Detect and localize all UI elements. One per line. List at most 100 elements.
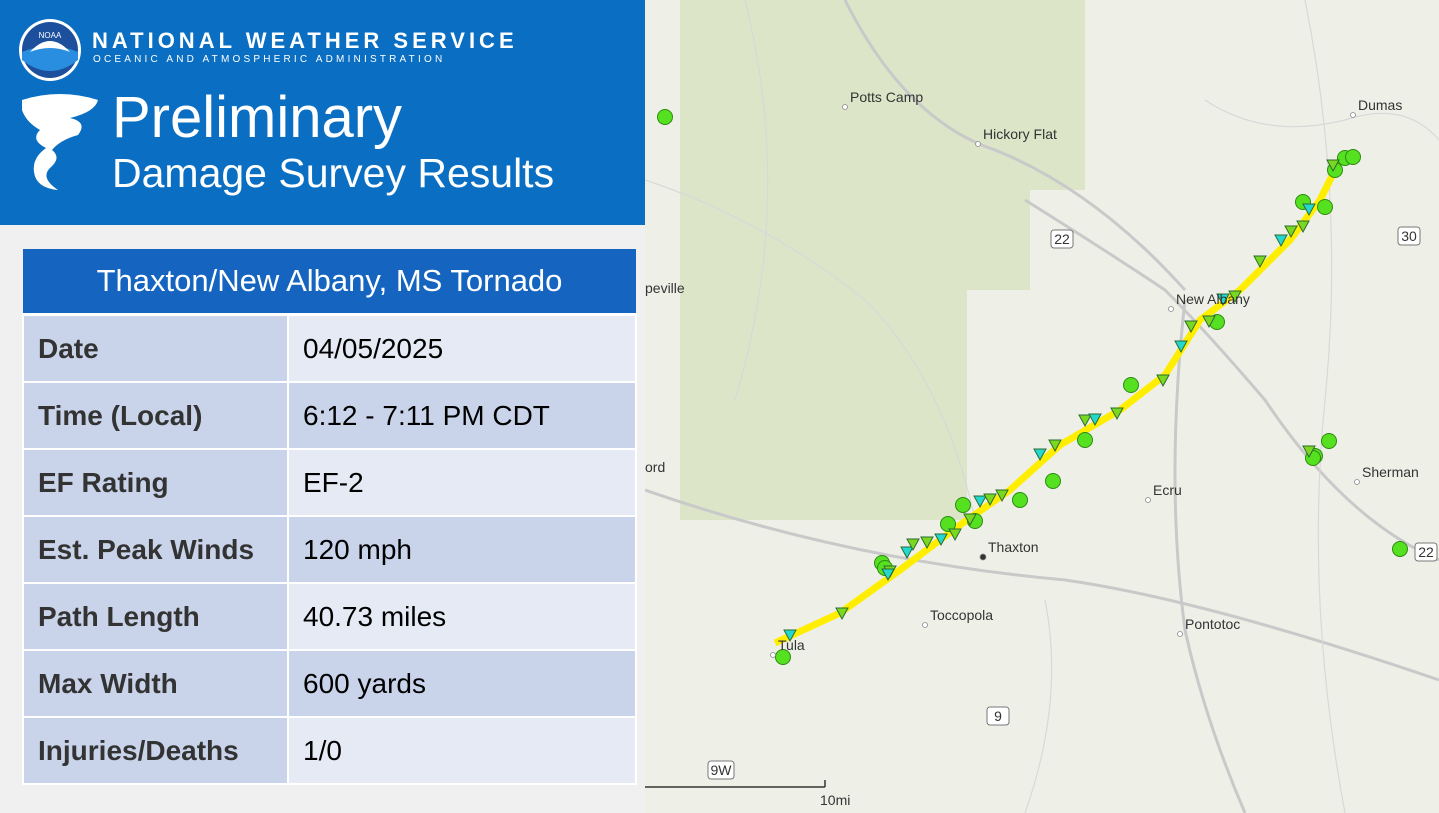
- route-shield: [1050, 229, 1074, 249]
- summary-table: Thaxton/New Albany, MS Tornado Date 04/05…: [22, 249, 637, 785]
- place-label: Ecru: [1153, 482, 1182, 498]
- place-dot: [975, 141, 981, 147]
- route-number: 30: [1401, 228, 1417, 244]
- subtitle: Damage Survey Results: [112, 150, 555, 196]
- table-row: Injuries/Deaths 1/0: [22, 716, 637, 785]
- survey-point: [881, 568, 895, 582]
- place-label: Tula: [778, 637, 805, 653]
- survey-point: [1184, 320, 1198, 334]
- place-label: peville: [645, 280, 685, 296]
- place-dot: [1350, 112, 1356, 118]
- place-label: ord: [645, 459, 665, 475]
- route-shield: [986, 706, 1010, 726]
- place-dot: [1177, 631, 1183, 637]
- value-cell: 04/05/2025: [287, 313, 637, 383]
- place-label: Dumas: [1358, 97, 1402, 113]
- survey-point: [835, 607, 849, 621]
- survey-point: [1302, 445, 1316, 459]
- survey-point: [900, 546, 914, 560]
- route-number: 9W: [711, 762, 733, 778]
- survey-point: [973, 495, 987, 509]
- label-cell: Max Width: [22, 649, 289, 718]
- survey-point: [1284, 225, 1298, 239]
- survey-point: [783, 629, 797, 643]
- header: NOAA NATIONAL WEATHER SERVICE OCEANIC AN…: [0, 0, 645, 225]
- place-label: Pontotoc: [1185, 616, 1240, 632]
- table-row: Max Width 600 yards: [22, 649, 637, 718]
- place-label: Toccopola: [930, 607, 993, 623]
- map: Potts Camp Hickory Flat Dumas New Albany Ecr…: [645, 0, 1439, 813]
- survey-point: [934, 533, 948, 547]
- value-cell: 40.73 miles: [287, 582, 637, 651]
- survey-point: [1296, 220, 1310, 234]
- place-dot: [1168, 306, 1174, 312]
- survey-point: [1078, 414, 1092, 428]
- survey-point: [948, 528, 962, 542]
- survey-point: [1326, 159, 1340, 173]
- survey-point: [1317, 199, 1333, 215]
- survey-point: [1045, 473, 1061, 489]
- label-cell: EF Rating: [22, 448, 289, 517]
- table-row: Path Length 40.73 miles: [22, 582, 637, 651]
- survey-point: [920, 536, 934, 550]
- survey-point: [983, 493, 997, 507]
- place-dot: [922, 622, 928, 628]
- survey-point: [1202, 315, 1216, 329]
- route-shield: [1414, 542, 1438, 562]
- place-label: Hickory Flat: [983, 126, 1057, 142]
- table-row: EF Rating EF-2: [22, 448, 637, 517]
- survey-point: [1048, 439, 1062, 453]
- survey-point: [1033, 448, 1047, 462]
- title: Preliminary: [112, 85, 403, 150]
- place-label: New Albany: [1176, 291, 1250, 307]
- survey-point: [1216, 293, 1230, 307]
- place-label: Sherman: [1362, 464, 1419, 480]
- survey-point: [1123, 377, 1139, 393]
- survey-point: [1392, 541, 1408, 557]
- place-dot: [842, 104, 848, 110]
- subagency: OCEANIC AND ATMOSPHERIC ADMINISTRATION: [93, 54, 446, 65]
- survey-point: [1274, 234, 1288, 248]
- route-number: 22: [1054, 231, 1070, 247]
- label-cell: Time (Local): [22, 381, 289, 450]
- value-cell: 120 mph: [287, 515, 637, 584]
- survey-point: [657, 109, 673, 125]
- survey-point: [1228, 290, 1242, 304]
- table-row: Date 04/05/2025: [22, 313, 637, 383]
- survey-point: [1012, 492, 1028, 508]
- survey-point: [995, 489, 1009, 503]
- place-dot: [1354, 479, 1360, 485]
- place-dot: [770, 652, 776, 658]
- table-row: Est. Peak Winds 120 mph: [22, 515, 637, 584]
- place-label: Potts Camp: [850, 89, 923, 105]
- survey-point: [1174, 340, 1188, 354]
- survey-point: [1110, 407, 1124, 421]
- value-cell: 6:12 - 7:11 PM CDT: [287, 381, 637, 450]
- label-cell: Date: [22, 313, 289, 383]
- survey-point: [940, 516, 956, 532]
- header-icons: NOAA: [19, 19, 98, 190]
- place-dot: [1145, 497, 1151, 503]
- survey-point: [1302, 203, 1316, 217]
- survey-point: [1321, 433, 1337, 449]
- route-number: 9: [994, 708, 1002, 724]
- logo-text: NOAA: [39, 31, 62, 40]
- route-number: 22: [1418, 544, 1434, 560]
- table-row: Time (Local) 6:12 - 7:11 PM CDT: [22, 381, 637, 450]
- value-cell: 1/0: [287, 716, 637, 785]
- table-title: Thaxton/New Albany, MS Tornado: [23, 249, 636, 316]
- place-label: Thaxton: [988, 539, 1039, 555]
- route-shield: [1397, 226, 1421, 246]
- survey-point: [775, 649, 791, 665]
- label-cell: Injuries/Deaths: [22, 716, 289, 785]
- agency: NATIONAL WEATHER SERVICE: [92, 28, 518, 53]
- route-shield: [707, 760, 735, 780]
- value-cell: EF-2: [287, 448, 637, 517]
- survey-point: [1156, 374, 1170, 388]
- survey-point: [906, 538, 920, 552]
- survey-point: [963, 513, 977, 527]
- label-cell: Path Length: [22, 582, 289, 651]
- survey-point: [1088, 413, 1102, 427]
- scale-label: 10mi: [820, 792, 850, 808]
